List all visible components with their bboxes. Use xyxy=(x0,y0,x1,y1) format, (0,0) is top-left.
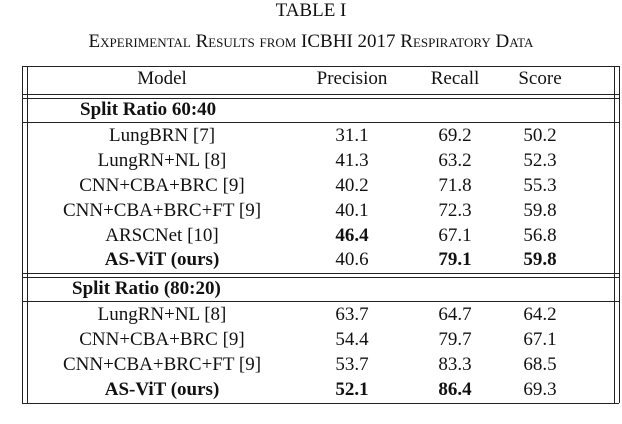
column-header: Recall xyxy=(430,68,480,89)
column-header: Precision xyxy=(316,68,388,89)
metric-cell: 67.1 xyxy=(523,329,557,350)
metric-cell: 55.3 xyxy=(523,175,557,196)
metric-cell: 83.3 xyxy=(438,353,472,375)
metric-cell: 41.3 xyxy=(335,150,369,172)
metric-cell: 52.1 xyxy=(335,378,369,400)
model-name: CNN+CBA+BRC+FT [9] xyxy=(62,199,262,221)
border xyxy=(22,66,23,403)
section-label: Split Ratio (80:20) xyxy=(72,277,221,299)
rule xyxy=(22,272,619,274)
metric-cell: 63.2 xyxy=(438,150,472,172)
metric-cell: 68.5 xyxy=(523,353,557,375)
metric-cell: 40.1 xyxy=(335,199,369,221)
metric-cell: 54.4 xyxy=(335,329,369,350)
metric-cell: 59.8 xyxy=(523,199,557,221)
rule xyxy=(22,276,619,278)
metric-cell: 56.8 xyxy=(523,224,557,246)
model-name: LungBRN [7] xyxy=(108,125,216,147)
model-name: CNN+CBA+BRC [9] xyxy=(79,175,245,196)
rule xyxy=(22,94,619,95)
metric-cell: 71.8 xyxy=(438,175,472,196)
metric-cell: 69.3 xyxy=(523,378,557,400)
model-name: AS-ViT (ours) xyxy=(104,378,220,400)
border xyxy=(614,66,615,403)
metric-cell: 59.8 xyxy=(523,249,557,271)
metric-cell: 53.7 xyxy=(335,353,369,375)
metric-cell: 63.7 xyxy=(335,304,369,326)
model-name: CNN+CBA+BRC+FT [9] xyxy=(62,353,262,375)
rule xyxy=(22,403,619,404)
metric-cell: 67.1 xyxy=(438,224,472,246)
metric-cell: 50.2 xyxy=(523,125,557,147)
table-caption: Experimental Results from ICBHI 2017 Res… xyxy=(88,31,534,52)
border xyxy=(27,66,28,403)
metric-cell: 40.6 xyxy=(335,249,369,271)
metric-cell: 79.1 xyxy=(438,249,472,271)
column-header: Model xyxy=(137,68,187,89)
metric-cell: 69.2 xyxy=(438,125,472,147)
model-name: ARSCNet [10] xyxy=(105,224,219,246)
table-title: TABLE I xyxy=(275,0,347,21)
metric-cell: 46.4 xyxy=(335,224,369,246)
metric-cell: 64.2 xyxy=(523,304,557,326)
metric-cell: 86.4 xyxy=(438,378,472,400)
model-name: CNN+CBA+BRC [9] xyxy=(79,329,245,350)
rule xyxy=(22,122,619,123)
border xyxy=(619,66,620,403)
metric-cell: 52.3 xyxy=(523,150,557,172)
metric-cell: 40.2 xyxy=(335,175,369,196)
rule xyxy=(22,66,619,67)
metric-cell: 64.7 xyxy=(438,304,472,326)
rule xyxy=(22,98,619,99)
metric-cell: 72.3 xyxy=(438,199,472,221)
model-name: LungRN+NL [8] xyxy=(97,304,227,326)
section-label: Split Ratio 60:40 xyxy=(80,99,217,120)
column-header: Score xyxy=(518,68,562,89)
rule xyxy=(22,300,619,302)
model-name: AS-ViT (ours) xyxy=(104,249,220,271)
metric-cell: 79.7 xyxy=(438,329,472,350)
metric-cell: 31.1 xyxy=(335,125,369,147)
model-name: LungRN+NL [8] xyxy=(97,150,227,172)
